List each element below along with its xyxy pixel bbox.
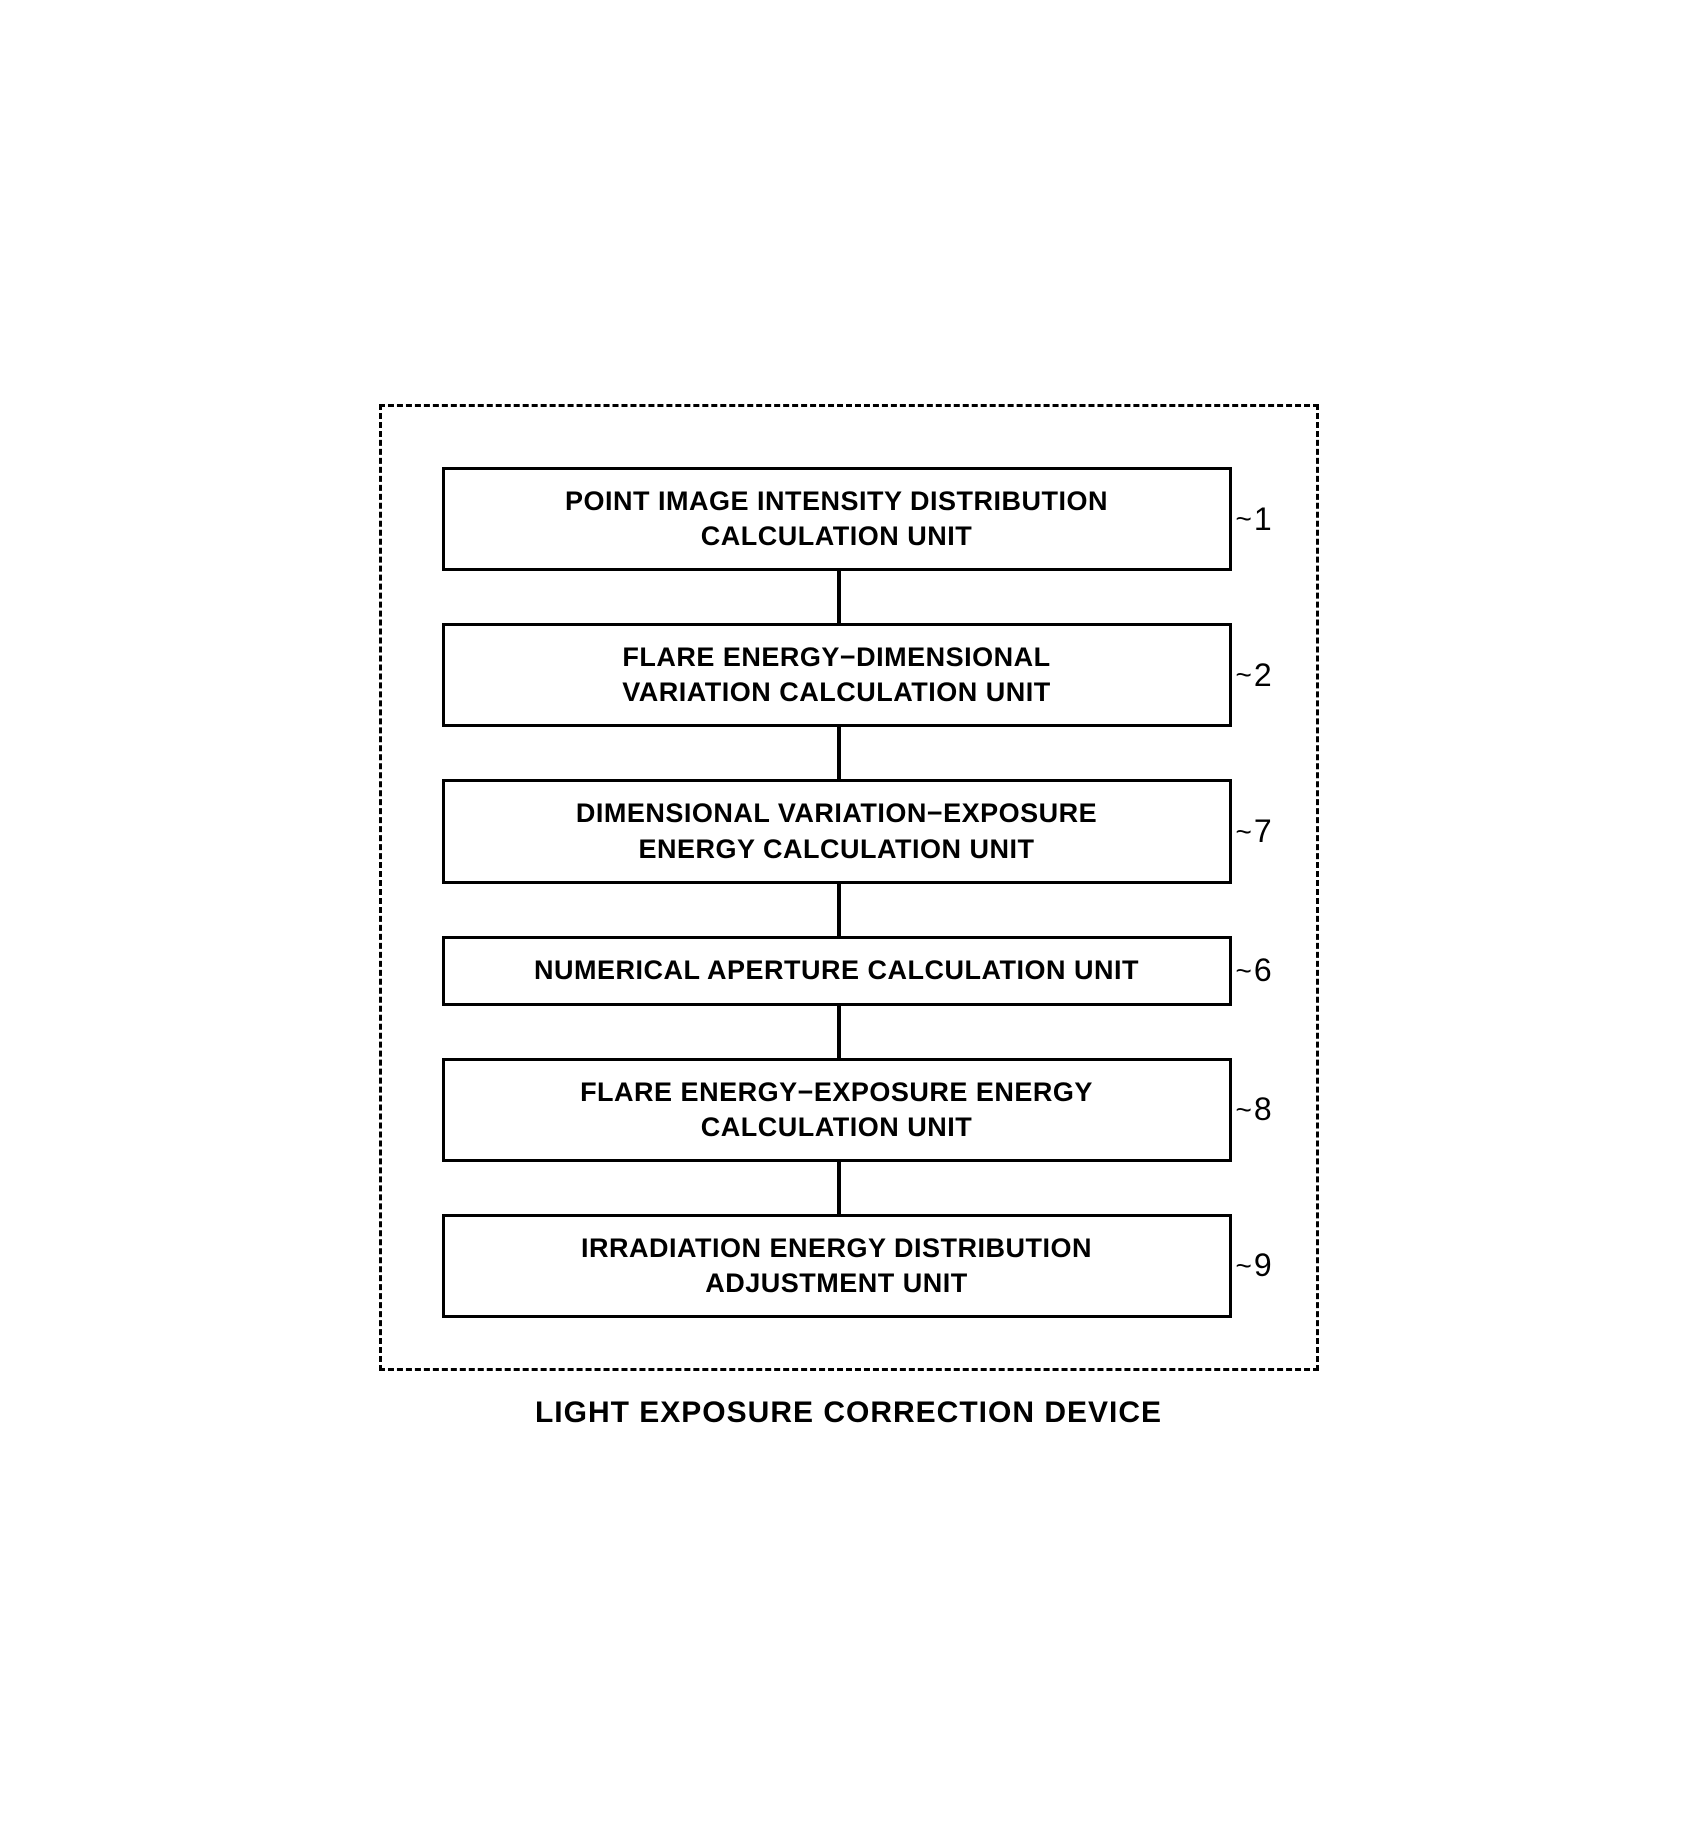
box-label: ~ 6 [1236,952,1272,989]
box-label: ~ 1 [1236,501,1272,538]
connector-line [837,884,841,936]
flowchart-row: FLARE ENERGY−EXPOSURE ENERGY CALCULATION… [432,1058,1266,1162]
box-text-line1: POINT IMAGE INTENSITY DISTRIBUTION [565,484,1108,519]
label-number: 2 [1254,657,1272,694]
box-text-line2: VARIATION CALCULATION UNIT [622,675,1050,710]
connector-line [837,1162,841,1214]
box-text-line2: ENERGY CALCULATION UNIT [576,832,1097,867]
tilde-icon: ~ [1236,659,1252,691]
flowchart-container: POINT IMAGE INTENSITY DISTRIBUTION CALCU… [379,404,1319,1371]
box-text-line1: FLARE ENERGY−DIMENSIONAL [622,640,1050,675]
box-label: ~ 9 [1236,1247,1272,1284]
box-label: ~ 7 [1236,813,1272,850]
tilde-icon: ~ [1236,955,1252,987]
box-text-line1: IRRADIATION ENERGY DISTRIBUTION [581,1231,1092,1266]
connector-line [837,571,841,623]
point-image-unit-box: POINT IMAGE INTENSITY DISTRIBUTION CALCU… [442,467,1232,571]
label-number: 1 [1254,501,1272,538]
label-number: 8 [1254,1091,1272,1128]
box-text-line2: CALCULATION UNIT [580,1110,1093,1145]
box-label: ~ 8 [1236,1091,1272,1128]
tilde-icon: ~ [1236,816,1252,848]
flare-exposure-unit-box: FLARE ENERGY−EXPOSURE ENERGY CALCULATION… [442,1058,1232,1162]
label-number: 9 [1254,1247,1272,1284]
box-text-line2: ADJUSTMENT UNIT [581,1266,1092,1301]
flowchart-row: POINT IMAGE INTENSITY DISTRIBUTION CALCU… [432,467,1266,571]
flowchart-row: DIMENSIONAL VARIATION−EXPOSURE ENERGY CA… [432,779,1266,883]
label-number: 6 [1254,952,1272,989]
diagram-wrapper: POINT IMAGE INTENSITY DISTRIBUTION CALCU… [379,404,1319,1430]
label-number: 7 [1254,813,1272,850]
flowchart-row: NUMERICAL APERTURE CALCULATION UNIT ~ 6 [432,936,1266,1006]
tilde-icon: ~ [1236,1094,1252,1126]
numerical-aperture-unit-box: NUMERICAL APERTURE CALCULATION UNIT [442,936,1232,1006]
connector-line [837,727,841,779]
diagram-caption: LIGHT EXPOSURE CORRECTION DEVICE [535,1396,1162,1430]
box-label: ~ 2 [1236,657,1272,694]
flowchart-row: FLARE ENERGY−DIMENSIONAL VARIATION CALCU… [432,623,1266,727]
flowchart-row: IRRADIATION ENERGY DISTRIBUTION ADJUSTME… [432,1214,1266,1318]
box-text-line1: NUMERICAL APERTURE CALCULATION UNIT [534,953,1139,988]
box-text-line1: FLARE ENERGY−EXPOSURE ENERGY [580,1075,1093,1110]
box-text-line2: CALCULATION UNIT [565,519,1108,554]
dimensional-exposure-unit-box: DIMENSIONAL VARIATION−EXPOSURE ENERGY CA… [442,779,1232,883]
irradiation-adjustment-unit-box: IRRADIATION ENERGY DISTRIBUTION ADJUSTME… [442,1214,1232,1318]
tilde-icon: ~ [1236,1250,1252,1282]
flare-dimensional-unit-box: FLARE ENERGY−DIMENSIONAL VARIATION CALCU… [442,623,1232,727]
box-text-line1: DIMENSIONAL VARIATION−EXPOSURE [576,796,1097,831]
tilde-icon: ~ [1236,503,1252,535]
connector-line [837,1006,841,1058]
